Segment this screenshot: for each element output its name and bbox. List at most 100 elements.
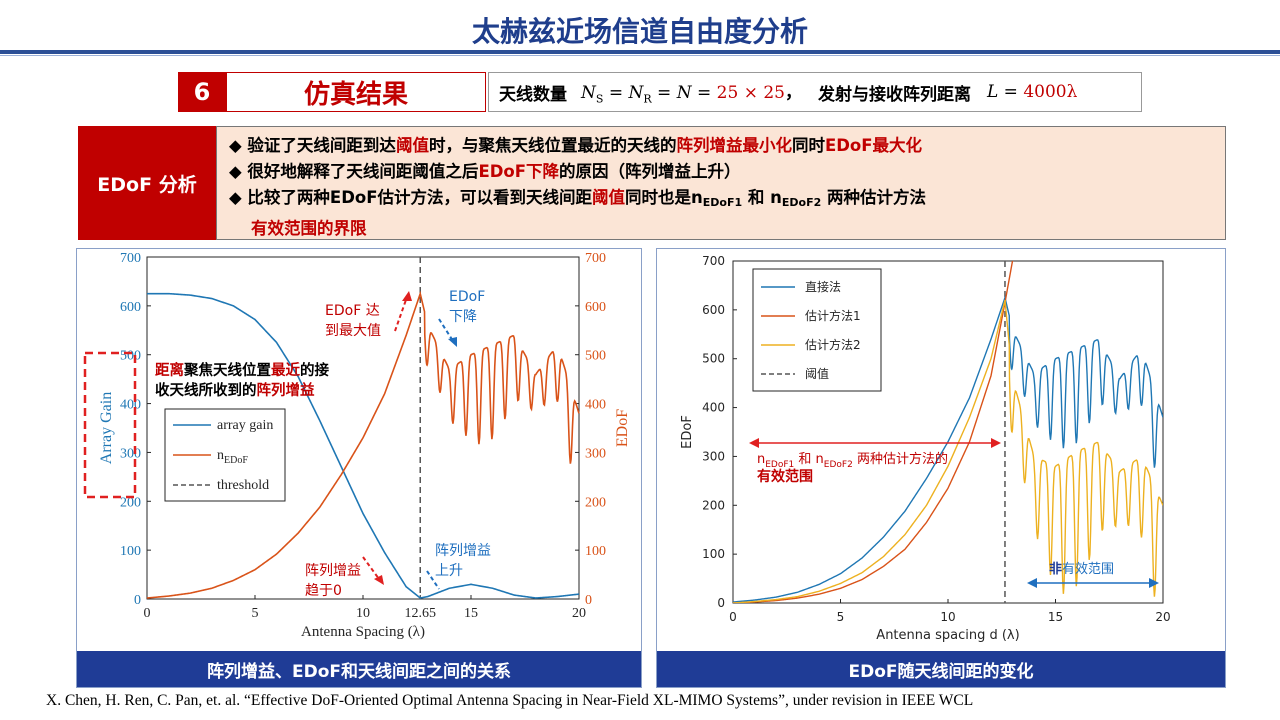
edof-analysis-bullets: ◆ 验证了天线间距到达阈值时，与聚焦天线位置最近的天线的阵列增益最小化同时EDo… bbox=[216, 126, 1226, 240]
bullet-3-cont: 有效范围的界限 bbox=[251, 219, 367, 238]
legend-label: array gain bbox=[217, 418, 273, 433]
drop-note-l2: 下降 bbox=[449, 309, 477, 325]
x-tick-label: 10 bbox=[940, 610, 955, 624]
y-tick-label: 100 bbox=[702, 547, 725, 561]
section-title: 仿真结果 bbox=[226, 72, 486, 112]
legend-label: 估计方法1 bbox=[805, 308, 861, 323]
legend-label: 阈值 bbox=[805, 366, 829, 381]
y-tick-label: 500 bbox=[702, 352, 725, 366]
legend-label: 直接法 bbox=[805, 279, 841, 294]
invalid-note: 非有效范围 bbox=[1049, 561, 1114, 577]
y-axis-label: EDoF bbox=[680, 415, 695, 449]
y-tick-label-right: 100 bbox=[585, 544, 606, 559]
range-arrow-head-left bbox=[749, 438, 759, 448]
series-method2 bbox=[733, 299, 1163, 603]
zero-note-l1: 阵列增益 bbox=[305, 563, 361, 579]
y-tick-label: 200 bbox=[120, 495, 141, 510]
series-direct bbox=[733, 295, 1163, 603]
bullet-2: ◆ 很好地解释了天线间距阈值之后EDoF下降的原因（阵列增益上升） bbox=[229, 162, 741, 181]
y-tick-label: 700 bbox=[702, 254, 725, 268]
range-note-l1: nEDoF1 和 nEDoF2 两种估计方法的 bbox=[757, 451, 948, 470]
peak-note-l2: 到最大值 bbox=[325, 323, 381, 339]
y-tick-label: 400 bbox=[120, 398, 141, 413]
right-caption: EDoF随天线间距的变化 bbox=[657, 651, 1225, 687]
y-tick-label: 200 bbox=[702, 498, 725, 512]
distance-label: 发射与接收阵列距离 bbox=[817, 84, 971, 105]
peak-note-l1: EDoF 达 bbox=[325, 303, 380, 319]
zero-note-l2: 趋于0 bbox=[305, 583, 342, 599]
range-note-l2: 有效范围 bbox=[757, 468, 813, 485]
y-tick-label-right: 700 bbox=[585, 251, 606, 266]
x-tick-label: 5 bbox=[252, 606, 259, 621]
y-tick-label-right: 400 bbox=[585, 398, 606, 413]
antenna-count-value: NS = NR = N = 25 × 25， bbox=[581, 83, 802, 106]
highlight-box bbox=[83, 351, 137, 499]
antenna-count-label: 天线数量 bbox=[499, 84, 567, 105]
antenna-count-number: 25 × 25 bbox=[716, 83, 785, 104]
peak-arrow-head bbox=[402, 291, 412, 301]
title-divider bbox=[0, 50, 1280, 54]
y-tick-label: 0 bbox=[134, 593, 141, 608]
series-array-gain bbox=[147, 292, 580, 599]
rise-note-l1: 阵列增益 bbox=[435, 543, 491, 559]
x-tick-label: 20 bbox=[572, 606, 586, 621]
y-axis-label-left: Array Gain bbox=[98, 392, 115, 464]
bullet-3: ◆ 比较了两种EDoF估计方法，可以看到天线间距阈值同时也是nEDoF1 和 n… bbox=[229, 188, 927, 209]
edof-analysis-label: EDoF 分析 bbox=[78, 126, 216, 240]
x-tick-label: 15 bbox=[1048, 610, 1063, 624]
y-tick-label-right: 500 bbox=[585, 349, 606, 364]
y-tick-label-right: 600 bbox=[585, 300, 606, 315]
gain-note-line2: 收天线所收到的阵列增益 bbox=[155, 381, 315, 399]
drop-arrow bbox=[438, 318, 454, 342]
zero-arrow-head bbox=[374, 575, 384, 585]
section-number: 6 bbox=[178, 72, 226, 112]
x-tick-label: 15 bbox=[464, 606, 478, 621]
x-tick-label: 10 bbox=[356, 606, 370, 621]
y-tick-label-right: 300 bbox=[585, 446, 606, 461]
peak-arrow bbox=[394, 296, 408, 332]
y-tick-label: 300 bbox=[120, 446, 141, 461]
x-tick-label: 12.65 bbox=[404, 606, 436, 621]
y-tick-label: 500 bbox=[120, 349, 141, 364]
legend-label: 估计方法2 bbox=[805, 337, 861, 352]
y-tick-label: 700 bbox=[120, 251, 141, 266]
x-axis-label: Antenna Spacing (λ) bbox=[301, 624, 425, 640]
x-tick-label: 0 bbox=[144, 606, 151, 621]
x-tick-label: 5 bbox=[837, 610, 845, 624]
zero-arrow bbox=[362, 556, 380, 580]
y-axis-label-right: EDoF bbox=[614, 409, 631, 447]
bullet-1: ◆ 验证了天线间距到达阈值时，与聚焦天线位置最近的天线的阵列增益最小化同时EDo… bbox=[229, 136, 923, 155]
drop-note-l1: EDoF bbox=[449, 289, 485, 305]
series-n-edof bbox=[146, 290, 580, 599]
y-tick-label: 100 bbox=[120, 544, 141, 559]
y-tick-label-right: 0 bbox=[585, 593, 592, 608]
legend-label: threshold bbox=[217, 478, 269, 493]
right-chart: 0 100 200 300 400 500 600 700 0 5 10 15 20 Antenna sp… bbox=[680, 254, 1171, 643]
left-caption: 阵列增益、EDoF和天线间距之间的关系 bbox=[77, 651, 641, 687]
legend: array gain nEDoF threshold bbox=[164, 408, 286, 502]
simulation-params: 天线数量 NS = NR = N = 25 × 25， 发射与接收阵列距离 L … bbox=[488, 72, 1142, 112]
citation: X. Chen, H. Ren, C. Pan, et. al. “Effect… bbox=[46, 692, 974, 709]
y-tick-label: 600 bbox=[702, 303, 725, 317]
invalid-arrow-head-right bbox=[1149, 578, 1159, 588]
legend-box bbox=[752, 268, 882, 392]
rise-note-l2: 上升 bbox=[435, 563, 463, 579]
y-tick-label: 600 bbox=[120, 300, 141, 315]
right-figure-panel: 0 100 200 300 400 500 600 700 0 5 10 15 20 Antenna sp… bbox=[656, 248, 1226, 688]
gain-note-line1: 距离聚焦天线位置最近的接 bbox=[155, 361, 329, 379]
legend-label: nEDoF bbox=[217, 448, 248, 466]
distance-value: L = 4000λ bbox=[986, 82, 1078, 102]
page-title: 太赫兹近场信道自由度分析 bbox=[471, 15, 808, 48]
title-divider-thin bbox=[0, 55, 1280, 56]
x-tick-label: 20 bbox=[1155, 610, 1170, 624]
y-tick-label: 400 bbox=[702, 401, 725, 415]
invalid-arrow-head-left bbox=[1027, 578, 1037, 588]
y-tick-label-right: 200 bbox=[585, 495, 606, 510]
left-figure-panel: 0 0 100 100 200 200 300 300 400 400 500 500 600 600 70… bbox=[76, 248, 642, 688]
rise-arrow bbox=[426, 570, 440, 590]
drop-arrow-head bbox=[448, 337, 457, 347]
series-method1 bbox=[733, 261, 1014, 603]
y-tick-label: 300 bbox=[702, 449, 725, 463]
